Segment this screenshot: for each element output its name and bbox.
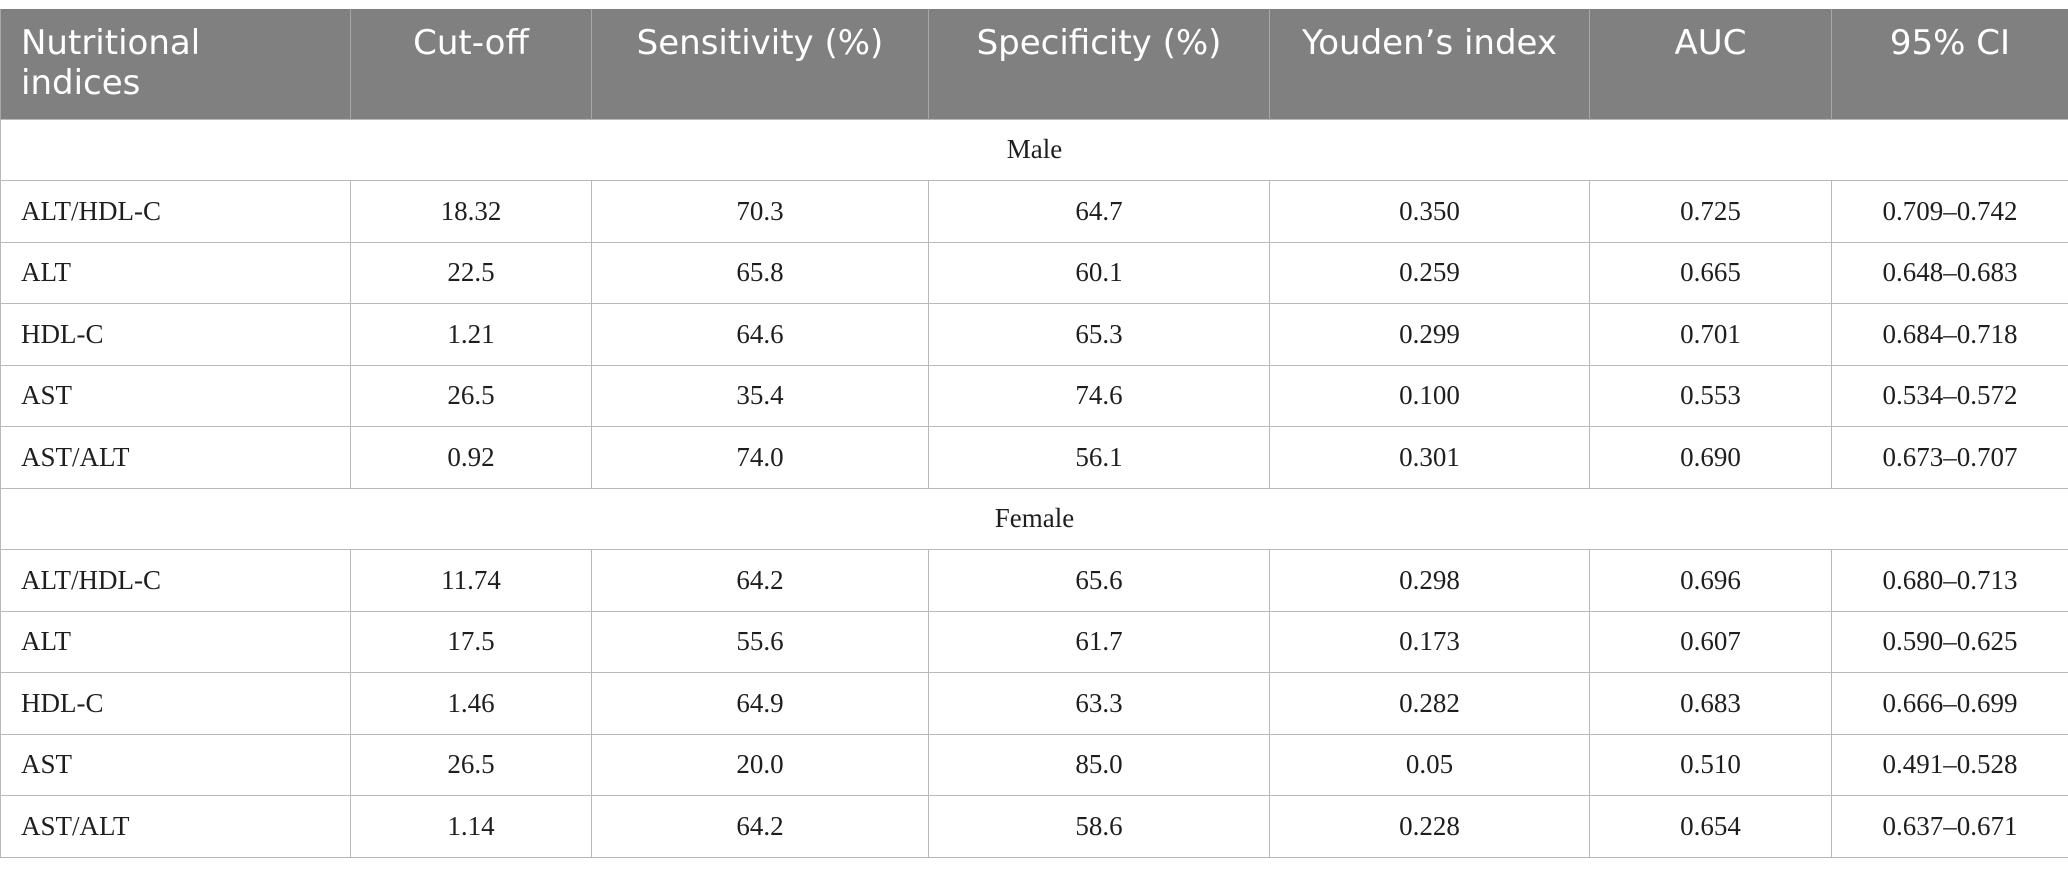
table-row: AST/ALT 1.14 64.2 58.6 0.228 0.654 0.637… <box>0 795 2068 858</box>
cell-youden: 0.228 <box>1269 795 1590 858</box>
cell-ci: 0.491–0.528 <box>1831 733 2068 796</box>
table-row: AST 26.5 20.0 85.0 0.05 0.510 0.491–0.52… <box>0 733 2068 796</box>
cell-index: HDL-C <box>0 303 351 366</box>
cell-index: AST <box>0 364 351 427</box>
cell-specificity: 65.6 <box>928 549 1270 612</box>
cell-cut-off: 1.21 <box>350 303 592 366</box>
cell-youden: 0.100 <box>1269 364 1590 427</box>
cell-auc: 0.725 <box>1589 180 1832 243</box>
cell-specificity: 60.1 <box>928 241 1270 304</box>
cell-cut-off: 26.5 <box>350 364 592 427</box>
cell-specificity: 58.6 <box>928 795 1270 858</box>
cell-sensitivity: 64.6 <box>591 303 929 366</box>
cell-sensitivity: 64.9 <box>591 672 929 735</box>
header-sensitivity: Sensitivity (%) <box>591 9 929 119</box>
cell-specificity: 61.7 <box>928 610 1270 673</box>
header-nutritional-indices: Nutritional indices <box>0 9 351 119</box>
table-row: ALT 22.5 65.8 60.1 0.259 0.665 0.648–0.6… <box>0 241 2068 304</box>
group-label-female: Female <box>0 487 2068 550</box>
cell-index: ALT/HDL-C <box>0 180 351 243</box>
cell-sensitivity: 20.0 <box>591 733 929 796</box>
cell-auc: 0.553 <box>1589 364 1832 427</box>
header-specificity: Specificity (%) <box>928 9 1270 119</box>
table-row: ALT/HDL-C 11.74 64.2 65.6 0.298 0.696 0.… <box>0 549 2068 612</box>
table-row: ALT/HDL-C 18.32 70.3 64.7 0.350 0.725 0.… <box>0 180 2068 243</box>
cell-cut-off: 17.5 <box>350 610 592 673</box>
cell-youden: 0.173 <box>1269 610 1590 673</box>
group-label-male: Male <box>0 118 2068 181</box>
cell-cut-off: 18.32 <box>350 180 592 243</box>
cell-youden: 0.299 <box>1269 303 1590 366</box>
cell-youden: 0.05 <box>1269 733 1590 796</box>
cell-specificity: 64.7 <box>928 180 1270 243</box>
cell-specificity: 74.6 <box>928 364 1270 427</box>
cell-cut-off: 1.46 <box>350 672 592 735</box>
cell-auc: 0.607 <box>1589 610 1832 673</box>
cell-youden: 0.298 <box>1269 549 1590 612</box>
group-row-female: Female <box>0 487 2068 550</box>
cell-cut-off: 1.14 <box>350 795 592 858</box>
header-95-ci: 95% CI <box>1831 9 2068 119</box>
header-auc: AUC <box>1589 9 1832 119</box>
cell-auc: 0.696 <box>1589 549 1832 612</box>
cell-index: ALT <box>0 241 351 304</box>
cell-ci: 0.673–0.707 <box>1831 426 2068 489</box>
cell-ci: 0.637–0.671 <box>1831 795 2068 858</box>
header-cut-off: Cut-off <box>350 9 592 119</box>
cell-cut-off: 0.92 <box>350 426 592 489</box>
header-row: Nutritional indices Cut-off Sensitivity … <box>0 9 2068 119</box>
cell-cut-off: 26.5 <box>350 733 592 796</box>
cell-sensitivity: 65.8 <box>591 241 929 304</box>
table-row: ALT 17.5 55.6 61.7 0.173 0.607 0.590–0.6… <box>0 610 2068 673</box>
cell-auc: 0.683 <box>1589 672 1832 735</box>
table-header: Nutritional indices Cut-off Sensitivity … <box>0 9 2068 119</box>
table-row: HDL-C 1.46 64.9 63.3 0.282 0.683 0.666–0… <box>0 672 2068 735</box>
cell-ci: 0.590–0.625 <box>1831 610 2068 673</box>
cell-youden: 0.301 <box>1269 426 1590 489</box>
cell-sensitivity: 35.4 <box>591 364 929 427</box>
cell-index: ALT <box>0 610 351 673</box>
cell-index: ALT/HDL-C <box>0 549 351 612</box>
cell-specificity: 63.3 <box>928 672 1270 735</box>
cell-specificity: 56.1 <box>928 426 1270 489</box>
cell-auc: 0.510 <box>1589 733 1832 796</box>
results-table: Nutritional indices Cut-off Sensitivity … <box>0 9 2068 858</box>
cell-index: AST <box>0 733 351 796</box>
cell-ci: 0.666–0.699 <box>1831 672 2068 735</box>
cell-index: HDL-C <box>0 672 351 735</box>
cell-ci: 0.534–0.572 <box>1831 364 2068 427</box>
cell-ci: 0.648–0.683 <box>1831 241 2068 304</box>
cell-auc: 0.654 <box>1589 795 1832 858</box>
cell-auc: 0.701 <box>1589 303 1832 366</box>
cell-sensitivity: 74.0 <box>591 426 929 489</box>
cell-sensitivity: 70.3 <box>591 180 929 243</box>
cell-sensitivity: 64.2 <box>591 795 929 858</box>
cell-cut-off: 11.74 <box>350 549 592 612</box>
group-row-male: Male <box>0 118 2068 181</box>
cell-youden: 0.350 <box>1269 180 1590 243</box>
cell-index: AST/ALT <box>0 426 351 489</box>
cell-youden: 0.282 <box>1269 672 1590 735</box>
cell-auc: 0.690 <box>1589 426 1832 489</box>
cell-cut-off: 22.5 <box>350 241 592 304</box>
cell-ci: 0.680–0.713 <box>1831 549 2068 612</box>
table-body: Male ALT/HDL-C 18.32 70.3 64.7 0.350 0.7… <box>0 118 2068 858</box>
table-row: AST 26.5 35.4 74.6 0.100 0.553 0.534–0.5… <box>0 364 2068 427</box>
cell-auc: 0.665 <box>1589 241 1832 304</box>
cell-specificity: 85.0 <box>928 733 1270 796</box>
cell-ci: 0.709–0.742 <box>1831 180 2068 243</box>
table-row: HDL-C 1.21 64.6 65.3 0.299 0.701 0.684–0… <box>0 303 2068 366</box>
cell-sensitivity: 64.2 <box>591 549 929 612</box>
cell-ci: 0.684–0.718 <box>1831 303 2068 366</box>
cell-index: AST/ALT <box>0 795 351 858</box>
cell-specificity: 65.3 <box>928 303 1270 366</box>
table-row: AST/ALT 0.92 74.0 56.1 0.301 0.690 0.673… <box>0 426 2068 489</box>
cell-youden: 0.259 <box>1269 241 1590 304</box>
header-youdens-index: Youden’s index <box>1269 9 1590 119</box>
cell-sensitivity: 55.6 <box>591 610 929 673</box>
